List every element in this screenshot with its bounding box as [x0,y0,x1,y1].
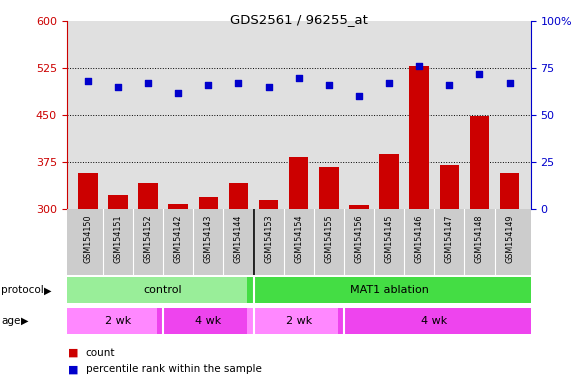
Text: MAT1 ablation: MAT1 ablation [350,285,429,295]
Bar [157,308,259,334]
Point [234,80,243,86]
Text: 4 wk: 4 wk [195,316,222,326]
Text: age: age [1,316,20,326]
Bar [248,308,350,334]
Point [415,63,424,70]
Point [385,80,394,86]
Text: GSM154156: GSM154156 [354,215,364,263]
Text: GSM154148: GSM154148 [475,215,484,263]
Point [143,80,153,86]
Bar [67,308,169,334]
Text: protocol: protocol [1,285,44,295]
Point [324,82,334,88]
Text: GSM154154: GSM154154 [294,215,303,263]
Bar [409,66,429,384]
Point [505,80,514,86]
Text: ■: ■ [68,364,79,374]
Bar [198,197,218,384]
Bar [229,183,248,384]
Text: GSM154153: GSM154153 [264,215,273,263]
Bar [289,157,309,384]
Point [294,74,303,81]
Text: ■: ■ [68,348,79,358]
Bar [138,183,158,384]
Text: 2 wk: 2 wk [285,316,312,326]
Point [475,71,484,77]
Text: GSM154151: GSM154151 [114,215,122,263]
Text: GSM154155: GSM154155 [324,215,334,263]
Point [264,84,273,90]
Text: percentile rank within the sample: percentile rank within the sample [86,364,262,374]
Bar [379,154,399,384]
Text: GSM154147: GSM154147 [445,215,454,263]
Bar [500,173,520,384]
Text: GDS2561 / 96255_at: GDS2561 / 96255_at [230,13,368,26]
Bar [440,166,459,384]
Text: ▶: ▶ [21,316,28,326]
Text: GSM154149: GSM154149 [505,215,514,263]
Bar [67,277,259,303]
Bar [108,195,128,384]
Point [173,89,183,96]
Bar [319,167,339,384]
Text: 2 wk: 2 wk [105,316,131,326]
Bar [338,308,531,334]
Bar [168,204,188,384]
Text: GSM154150: GSM154150 [84,215,92,263]
Text: GSM154143: GSM154143 [204,215,213,263]
Bar [248,277,531,303]
Text: GSM154144: GSM154144 [234,215,243,263]
Point [83,78,92,84]
Point [354,93,364,99]
Text: GSM154146: GSM154146 [415,215,424,263]
Text: GSM154142: GSM154142 [173,215,183,263]
Bar [78,173,97,384]
Text: ▶: ▶ [44,285,52,295]
Point [113,84,122,90]
Text: GSM154152: GSM154152 [144,215,153,263]
Text: 4 wk: 4 wk [421,316,447,326]
Bar [470,116,490,384]
Bar [259,200,278,384]
Text: GSM154145: GSM154145 [385,215,394,263]
Point [204,82,213,88]
Bar [349,205,369,384]
Text: count: count [86,348,115,358]
Point [445,82,454,88]
Text: control: control [144,285,183,295]
